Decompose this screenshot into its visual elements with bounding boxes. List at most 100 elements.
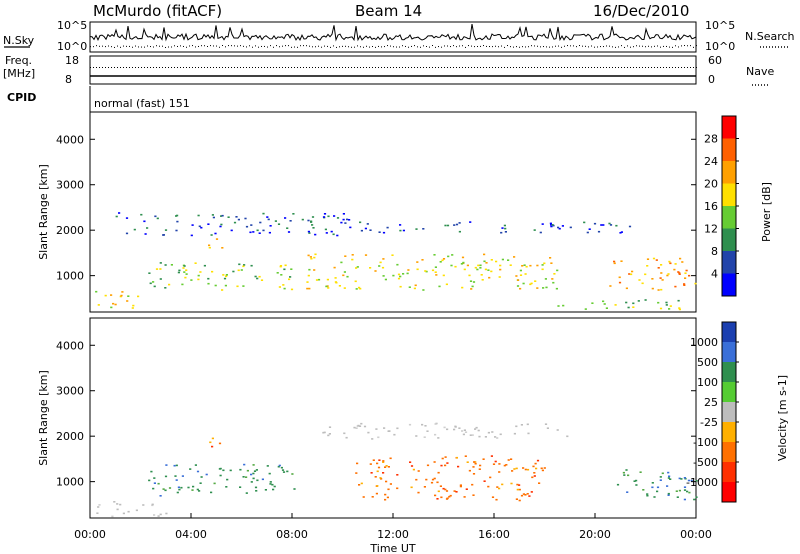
power-cell: [533, 229, 536, 231]
velocity-cell: [436, 498, 439, 500]
nave-dot: [528, 67, 529, 68]
power-cell: [346, 275, 349, 278]
nsearch-dot: [675, 45, 676, 47]
velocity-cell: [543, 467, 546, 469]
power-cell: [238, 263, 241, 266]
power-cell: [225, 275, 228, 278]
power-cell: [438, 285, 441, 288]
nsky-tick-bottom: 10^0: [57, 40, 87, 53]
nave-dot: [411, 67, 412, 68]
nave-dot: [408, 67, 409, 68]
velocity-cell: [246, 469, 249, 472]
velocity-cell: [659, 479, 662, 481]
power-cell: [507, 259, 510, 261]
power-cell: [159, 278, 162, 280]
velocity-cell: [667, 492, 670, 495]
power-cell: [631, 270, 634, 273]
velocity-cell: [376, 462, 379, 465]
power-cell: [641, 282, 644, 285]
nsearch-dot: [225, 46, 226, 48]
power-cell: [667, 273, 670, 275]
power-cell: [462, 261, 465, 264]
power-ytick-label: 3000: [56, 179, 84, 192]
nave-dot: [348, 67, 349, 68]
power-cell: [454, 265, 457, 268]
velocity-cell: [454, 425, 457, 428]
power-cell: [408, 286, 411, 288]
velocity-cell: [264, 489, 267, 491]
power-cell: [312, 227, 315, 229]
velocity-cell: [196, 488, 199, 491]
nave-dot: [270, 67, 271, 68]
nsearch-dot: [273, 46, 274, 48]
velocity-cell: [380, 478, 383, 480]
power-cell: [413, 287, 416, 290]
nsearch-dot: [234, 45, 235, 47]
power-colorbar-tick-label: 28: [704, 133, 718, 146]
velocity-cell: [376, 485, 379, 487]
power-cell: [170, 264, 173, 266]
velocity-cell: [471, 483, 474, 486]
power-cell: [678, 273, 681, 275]
nsearch-dot: [660, 46, 661, 48]
velocity-cell: [678, 489, 681, 492]
power-cell: [609, 285, 612, 287]
velocity-cell: [441, 457, 444, 460]
nsearch-dot: [549, 46, 550, 48]
velocity-cell: [474, 428, 477, 430]
velocity-colorbar-swatch: [722, 322, 736, 343]
velocity-cell: [261, 478, 264, 481]
power-cell: [466, 264, 469, 267]
power-cell: [657, 267, 660, 269]
velocity-cell: [501, 483, 504, 486]
nsearch-dot: [450, 46, 451, 48]
nsearch-dot: [147, 45, 148, 47]
velocity-cell: [430, 481, 434, 484]
nave-dot: [354, 67, 355, 68]
nave-dot: [564, 67, 565, 68]
nave-dot: [153, 67, 154, 68]
velocity-cell: [680, 478, 683, 480]
nsearch-dot: [108, 45, 109, 47]
power-cell: [95, 290, 98, 293]
velocity-cell: [667, 471, 670, 474]
nave-dot: [438, 67, 439, 68]
power-cell: [279, 265, 282, 268]
velocity-cell: [453, 490, 456, 492]
power-colorbar-tick-label: 24: [704, 155, 718, 168]
velocity-cell: [515, 467, 518, 470]
velocity-cell: [463, 429, 466, 431]
power-cell: [152, 281, 155, 283]
power-cell: [665, 301, 668, 304]
velocity-cell: [328, 433, 331, 435]
power-cell: [199, 271, 202, 273]
nsearch-dot: [540, 46, 541, 48]
power-cell: [553, 273, 556, 275]
power-cell: [655, 259, 658, 261]
power-cell: [683, 284, 686, 286]
power-cell: [665, 304, 668, 306]
power-cell: [315, 279, 319, 281]
power-cell: [220, 223, 223, 226]
nsearch-dot: [402, 45, 403, 47]
velocity-cell: [455, 491, 458, 493]
nsearch-dot: [183, 45, 184, 47]
power-cell: [618, 281, 622, 284]
velocity-cell: [516, 488, 519, 491]
power-cell: [479, 264, 482, 267]
velocity-cell: [423, 436, 426, 438]
nave-dot: [456, 67, 457, 68]
velocity-cell: [362, 496, 365, 498]
velocity-cell: [440, 496, 443, 499]
power-cell: [415, 228, 418, 230]
nsearch-dot: [618, 46, 619, 48]
velocity-cell: [431, 478, 435, 481]
velocity-cell: [444, 456, 447, 458]
power-cell: [283, 268, 286, 271]
time-tick-label: 00:00: [74, 528, 106, 541]
power-cell: [340, 261, 343, 264]
nave-dot: [573, 67, 574, 68]
power-panel-frame: [89, 111, 697, 313]
nave-dot: [369, 67, 370, 68]
nave-dot: [477, 67, 478, 68]
